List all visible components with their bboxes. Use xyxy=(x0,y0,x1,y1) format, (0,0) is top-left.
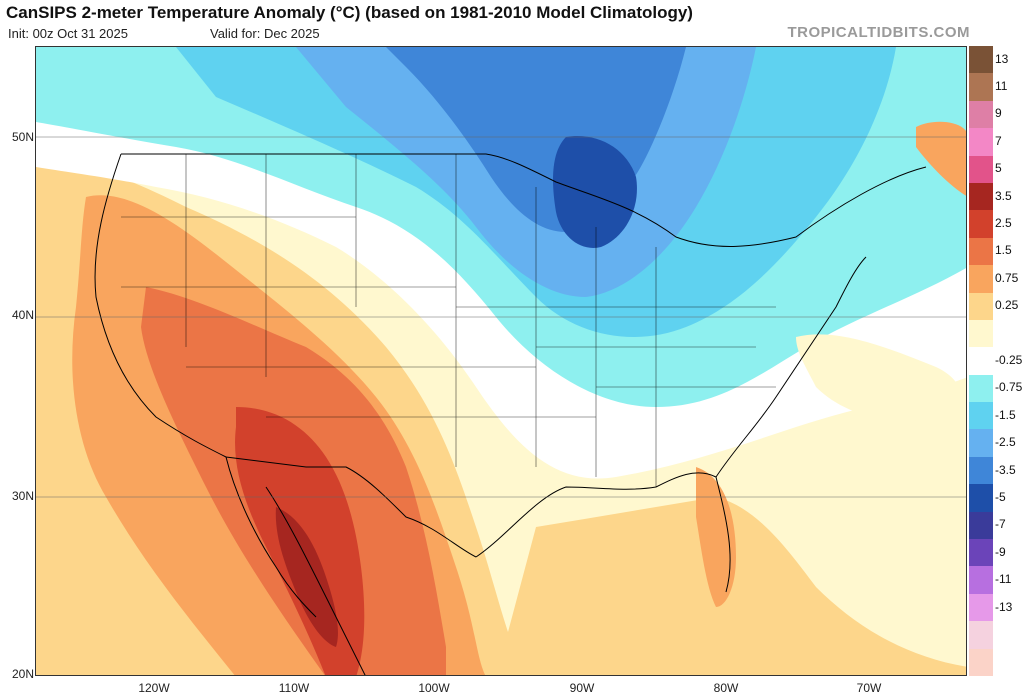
colorbar-swatch xyxy=(969,648,993,677)
colorbar-swatch xyxy=(969,402,993,430)
colorbar-label: -0.75 xyxy=(995,380,1023,395)
colorbar-label: 2.5 xyxy=(995,216,1012,231)
pacific-coast xyxy=(94,153,227,458)
colorbar-swatch xyxy=(969,292,993,321)
boundary-lines xyxy=(94,153,927,675)
colorbar-label: -5 xyxy=(995,489,1006,504)
colorbar-swatch xyxy=(969,155,993,184)
lat-label-50n: 50N xyxy=(11,130,34,144)
map-title: CanSIPS 2-meter Temperature Anomaly (°C)… xyxy=(6,3,693,22)
lon-label-80w: 80W xyxy=(713,681,739,695)
colorbar-label: -11 xyxy=(995,572,1012,587)
colorbar-swatch xyxy=(969,511,993,540)
us-canada-border xyxy=(121,153,927,247)
colorbar-swatch xyxy=(969,237,993,266)
anomaly-map-svg xyxy=(36,47,966,675)
colorbar-swatch xyxy=(969,593,993,622)
colorbar-label: 11 xyxy=(995,79,1008,94)
colorbar-swatch xyxy=(969,128,993,157)
colorbar-label: 0.75 xyxy=(995,270,1019,285)
colorbar-label: 0.25 xyxy=(995,298,1019,313)
colorbar-swatch xyxy=(969,374,993,403)
colorbar-swatch xyxy=(969,347,993,376)
lon-label-100w: 100W xyxy=(418,681,450,695)
colorbar-label: 5 xyxy=(995,161,1002,176)
colorbar-label: -1.5 xyxy=(995,407,1016,422)
lon-label-110w: 110W xyxy=(278,681,310,695)
colorbar-label: -3.5 xyxy=(995,462,1016,477)
state-lines xyxy=(121,154,776,487)
colorbar-swatch xyxy=(969,621,993,650)
colorbar-label: 13 xyxy=(995,51,1009,66)
colorbar-label: 7 xyxy=(995,133,1002,148)
colorbar-swatch xyxy=(969,100,993,129)
init-time: Init: 00z Oct 31 2025 xyxy=(8,26,128,41)
baja-coast xyxy=(225,456,317,618)
lat-label-40n: 40N xyxy=(11,308,34,322)
colorbar-swatch xyxy=(969,484,993,513)
colorbar-label: -7 xyxy=(995,517,1006,532)
colorbar-label: 9 xyxy=(995,106,1002,121)
colorbar-label: -0.25 xyxy=(995,353,1023,367)
gulf-coast xyxy=(475,472,717,558)
lat-label-20n: 20N xyxy=(11,667,34,681)
lon-label-90w: 90W xyxy=(569,681,595,695)
lon-label-70w: 70W xyxy=(856,681,882,695)
mexico-west-coast xyxy=(265,486,366,675)
colorbar-swatch xyxy=(969,265,993,294)
colorbar-label: -13 xyxy=(995,599,1013,614)
lat-label-30n: 30N xyxy=(11,489,34,503)
colorbar-swatch xyxy=(969,73,993,102)
colorbar-label: -2.5 xyxy=(995,435,1016,450)
colorbar-label: -9 xyxy=(995,544,1006,559)
colorbar-swatch xyxy=(969,429,993,458)
lon-label-120w: 120W xyxy=(138,681,170,695)
atlantic-coast xyxy=(715,256,867,593)
anomaly-region-warm-florida xyxy=(696,467,736,607)
colorbar-swatch xyxy=(969,182,993,211)
colorbar-swatch xyxy=(969,46,993,74)
us-mexico-border xyxy=(225,456,477,558)
valid-time: Valid for: Dec 2025 xyxy=(210,26,320,41)
anomaly-region-ne-warm xyxy=(916,121,966,196)
colorbar-swatch xyxy=(969,210,993,239)
brand-watermark: TROPICALTIDBITS.COM xyxy=(787,24,970,41)
colorbar-label: 1.5 xyxy=(995,243,1012,258)
colorbar: 13 11 9 7 5 3.5 2.5 1.5 0.75 0.25 -0.25 -0.75 -1.5 -2… xyxy=(969,46,1024,677)
colorbar-swatch xyxy=(969,456,993,485)
anomaly-region-warm-darkred xyxy=(275,507,338,647)
colorbar-swatch xyxy=(969,539,993,567)
anomaly-map xyxy=(35,46,967,676)
colorbar-swatch xyxy=(969,319,993,348)
colorbar-label: 3.5 xyxy=(995,188,1012,203)
anomaly-region-cold-navy xyxy=(553,136,637,248)
colorbar-swatch xyxy=(969,566,993,595)
anomaly-region-atlantic-pale xyxy=(796,334,960,421)
graticule xyxy=(36,136,966,498)
